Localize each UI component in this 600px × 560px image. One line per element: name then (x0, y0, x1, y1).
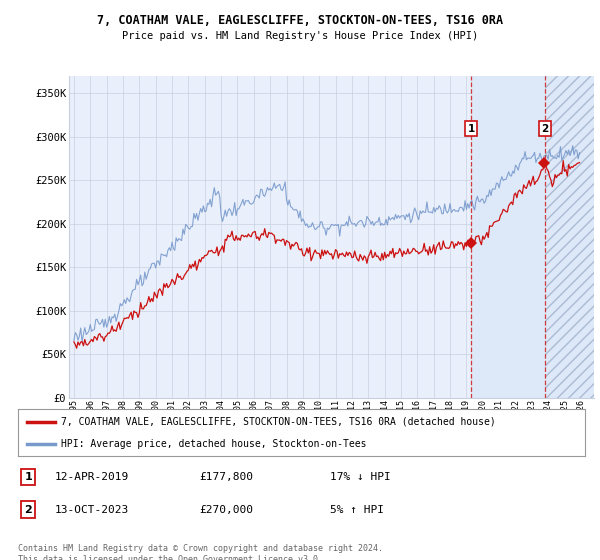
Bar (545, 76, 594, 398)
Text: 7, COATHAM VALE, EAGLESCLIFFE, STOCKTON-ON-TEES, TS16 0RA (detached house): 7, COATHAM VALE, EAGLESCLIFFE, STOCKTON-… (61, 417, 495, 427)
Text: Contains HM Land Registry data © Crown copyright and database right 2024.
This d: Contains HM Land Registry data © Crown c… (18, 544, 383, 560)
Text: 1: 1 (467, 124, 475, 134)
Text: £270,000: £270,000 (199, 505, 253, 515)
Bar (471, 76, 545, 398)
Text: 12-APR-2019: 12-APR-2019 (55, 472, 129, 482)
Text: 13-OCT-2023: 13-OCT-2023 (55, 505, 129, 515)
Text: 5% ↑ HPI: 5% ↑ HPI (330, 505, 384, 515)
Text: 2: 2 (25, 505, 32, 515)
Text: HPI: Average price, detached house, Stockton-on-Tees: HPI: Average price, detached house, Stoc… (61, 438, 366, 449)
Text: 17% ↓ HPI: 17% ↓ HPI (330, 472, 391, 482)
Text: £177,800: £177,800 (199, 472, 253, 482)
Text: Price paid vs. HM Land Registry's House Price Index (HPI): Price paid vs. HM Land Registry's House … (122, 31, 478, 41)
Text: 1: 1 (25, 472, 32, 482)
Bar (545, 76, 594, 398)
Text: 7, COATHAM VALE, EAGLESCLIFFE, STOCKTON-ON-TEES, TS16 0RA: 7, COATHAM VALE, EAGLESCLIFFE, STOCKTON-… (97, 14, 503, 27)
Text: 2: 2 (541, 124, 548, 134)
